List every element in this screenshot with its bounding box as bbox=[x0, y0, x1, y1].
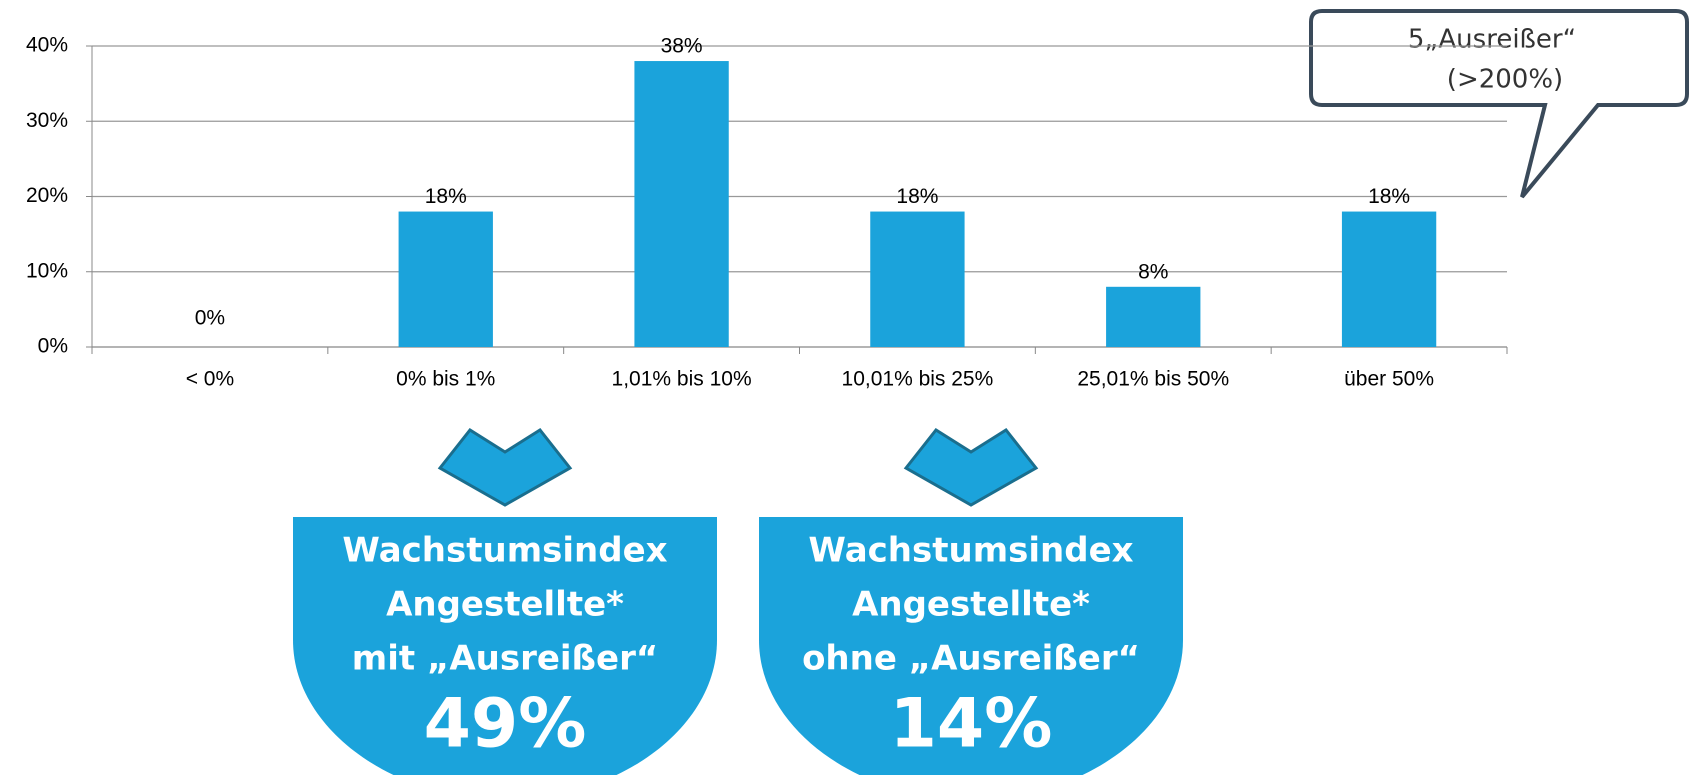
data-label: 18% bbox=[896, 185, 938, 208]
data-label: 0% bbox=[195, 307, 225, 330]
box-text: Angestellte* bbox=[386, 585, 624, 625]
x-tick-label: 25,01% bis 50% bbox=[1077, 368, 1229, 391]
down-arrow bbox=[437, 428, 573, 507]
box-text: Wachstumsindex bbox=[342, 531, 667, 571]
result-box bbox=[759, 517, 1183, 775]
data-label: 18% bbox=[1368, 185, 1410, 208]
box-text: mit „Ausreißer“ bbox=[352, 639, 658, 679]
callout-text: (>200%) bbox=[1447, 65, 1563, 95]
box-value: 14% bbox=[890, 685, 1053, 764]
y-tick-label: 10% bbox=[26, 259, 68, 282]
box-text: ohne „Ausreißer“ bbox=[802, 639, 1140, 679]
bar bbox=[1106, 286, 1201, 347]
bar bbox=[1341, 211, 1437, 347]
x-tick-label: 0% bis 1% bbox=[396, 368, 495, 391]
bar bbox=[398, 211, 493, 347]
x-tick-label: < 0% bbox=[186, 368, 234, 391]
box-text: Wachstumsindex bbox=[808, 531, 1133, 571]
data-label: 18% bbox=[425, 185, 467, 208]
box-value: 49% bbox=[424, 685, 587, 764]
bar bbox=[634, 61, 729, 348]
box-text: Angestellte* bbox=[852, 585, 1090, 625]
data-label: 38% bbox=[661, 35, 703, 58]
y-tick-label: 40% bbox=[26, 34, 68, 57]
x-tick-label: 1,01% bis 10% bbox=[612, 368, 752, 391]
down-arrow bbox=[903, 428, 1039, 507]
data-label: 8% bbox=[1138, 260, 1168, 283]
callout-bubble bbox=[1309, 9, 1689, 199]
y-tick-label: 20% bbox=[26, 184, 68, 207]
y-tick-label: 0% bbox=[38, 335, 68, 358]
y-tick-label: 30% bbox=[26, 109, 68, 132]
callout-text: 5„Ausreißer“ bbox=[1408, 25, 1576, 55]
x-tick-label: über 50% bbox=[1344, 368, 1434, 391]
x-tick-label: 10,01% bis 25% bbox=[842, 368, 994, 391]
bar bbox=[870, 211, 965, 347]
result-box bbox=[293, 517, 717, 775]
